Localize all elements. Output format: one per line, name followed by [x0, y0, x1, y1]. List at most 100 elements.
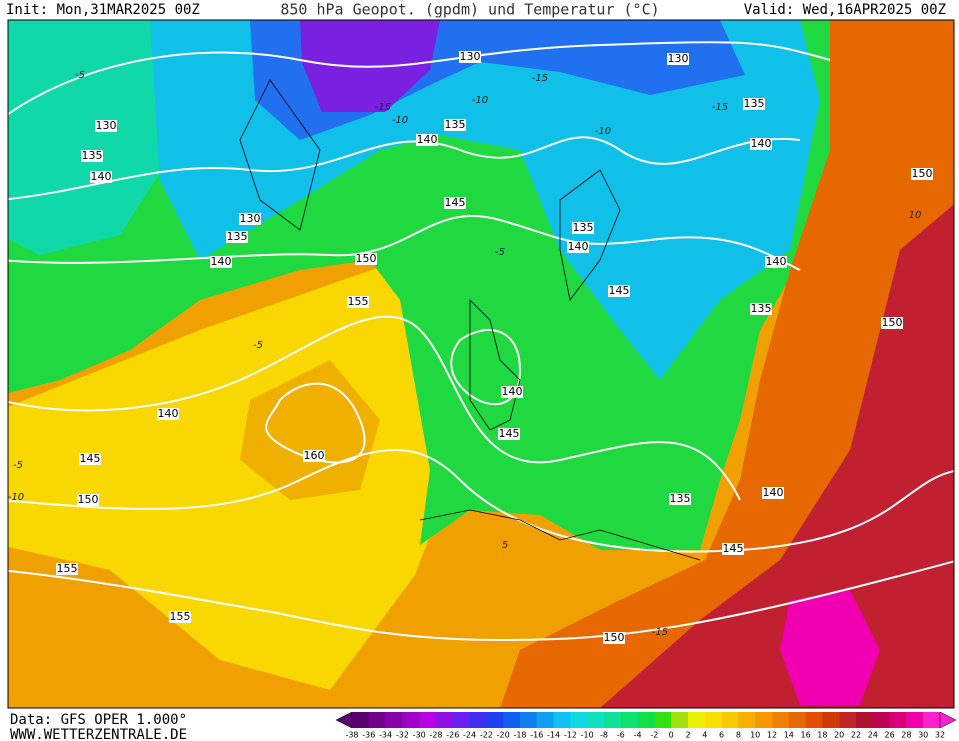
temperature-label: -10 [472, 95, 488, 106]
colorbar-label: -14 [547, 731, 560, 740]
colorbar-label: -10 [581, 731, 594, 740]
colorbar-label: -12 [564, 731, 577, 740]
geopotential-label: 130 [96, 119, 117, 132]
temperature-label: -5 [13, 460, 23, 471]
label-box [95, 120, 117, 132]
colorbar-label: -4 [634, 731, 642, 740]
colorbar-swatch [805, 712, 823, 728]
geopotential-label: 135 [573, 221, 594, 234]
label-box [498, 428, 520, 440]
label-box [226, 231, 248, 243]
colorbar-swatch [906, 712, 924, 728]
geopotential-label: 130 [240, 212, 261, 225]
label-box [56, 563, 78, 575]
colorbar-label: -20 [497, 731, 510, 740]
label-box [77, 494, 99, 506]
valid-text: Valid: Wed,16APR2025 00Z [744, 2, 946, 18]
colorbar-swatch [486, 712, 504, 728]
map-title: 850 hPa Geopot. (gpdm) und Temperatur (°… [280, 1, 659, 19]
temperature-label: -5 [253, 340, 263, 351]
map-frame [7, 19, 955, 709]
geopotential-label: 130 [668, 52, 689, 65]
temperature-label: -15 [375, 102, 391, 113]
colorbar-swatch [671, 712, 689, 728]
colorbar-label: 12 [767, 731, 777, 740]
colorbar-swatch [923, 712, 941, 728]
geopotential-label: 140 [763, 486, 784, 499]
colorbar-label: -22 [480, 731, 493, 740]
colorbar-swatch [452, 712, 471, 728]
colorbar-label: -36 [362, 731, 375, 740]
label-box [572, 222, 594, 234]
colorbar-label: -18 [513, 731, 526, 740]
colorbar-label: -2 [650, 731, 658, 740]
colorbar-label: 26 [885, 731, 895, 740]
colorbar-swatch [368, 712, 387, 728]
colorbar-label: -38 [345, 731, 358, 740]
label-box [567, 241, 589, 253]
colorbar-swatch [436, 712, 454, 728]
geopotential-label: 150 [78, 493, 99, 506]
label-box [762, 487, 784, 499]
label-box [911, 168, 933, 180]
colorbar-swatch [385, 712, 403, 728]
label-box [603, 632, 625, 644]
colorbar-label: 8 [736, 731, 741, 740]
colorbar-swatch [503, 712, 521, 728]
colorbar-swatch [772, 712, 790, 728]
label-box [239, 213, 261, 225]
geopotential-label: 130 [460, 50, 481, 63]
geopotential-label: 135 [82, 149, 103, 162]
colorbar-label: 22 [851, 731, 861, 740]
temperature-label: -10 [595, 126, 611, 137]
colorbar-label: 14 [784, 731, 794, 740]
label-box [79, 453, 101, 465]
colorbar-label: -24 [463, 731, 476, 740]
colorbar-label: 28 [901, 731, 911, 740]
init-text: Init: Mon,31MAR2025 00Z [6, 2, 200, 18]
colorbar-swatch [872, 712, 891, 728]
geopotential-label: 155 [170, 610, 191, 623]
colorbar-label: 6 [719, 731, 724, 740]
label-box [459, 51, 481, 63]
temperature-label: -5 [495, 247, 505, 258]
geopotential-label: 160 [304, 449, 325, 462]
colorbar-label: -26 [446, 731, 459, 740]
geopotential-label: 140 [211, 255, 232, 268]
colorbar-swatch [637, 712, 655, 728]
colorbar-swatch [755, 712, 773, 728]
temperature-label: -15 [652, 627, 668, 638]
colorbar-swatch [620, 712, 639, 728]
colorbar-swatch [520, 712, 538, 728]
colorbar-label: -32 [396, 731, 409, 740]
colorbar-label: 24 [868, 731, 878, 740]
label-box [667, 53, 689, 65]
colorbar-label: 10 [750, 731, 760, 740]
data-source: Data: GFS OPER 1.000° [10, 712, 187, 728]
colorbar-label: -8 [600, 731, 608, 740]
geopotential-label: 145 [723, 542, 744, 555]
geopotential-label: 140 [158, 407, 179, 420]
colorbar-label: 20 [834, 731, 844, 740]
colorbar-swatch [889, 712, 907, 728]
colorbar-swatch [738, 712, 756, 728]
label-box [444, 197, 466, 209]
geopotential-label: 145 [445, 196, 466, 209]
label-box [444, 119, 466, 131]
colorbar-swatch [419, 712, 437, 728]
colorbar-swatch [570, 712, 588, 728]
label-box [355, 253, 377, 265]
colorbar-swatch [822, 712, 840, 728]
colorbar-swatch [469, 712, 487, 728]
colorbar-label: -6 [617, 731, 625, 740]
label-box [169, 611, 191, 623]
temperature-label: 5 [502, 540, 508, 551]
temperature-label: 10 [909, 210, 922, 221]
label-box [501, 386, 523, 398]
geopotential-label: 145 [80, 452, 101, 465]
geopotential-label: 140 [417, 133, 438, 146]
colorbar-swatch [654, 712, 672, 728]
colorbar-swatch [856, 712, 874, 728]
label-box [743, 98, 765, 110]
colorbar-swatch [788, 712, 807, 728]
